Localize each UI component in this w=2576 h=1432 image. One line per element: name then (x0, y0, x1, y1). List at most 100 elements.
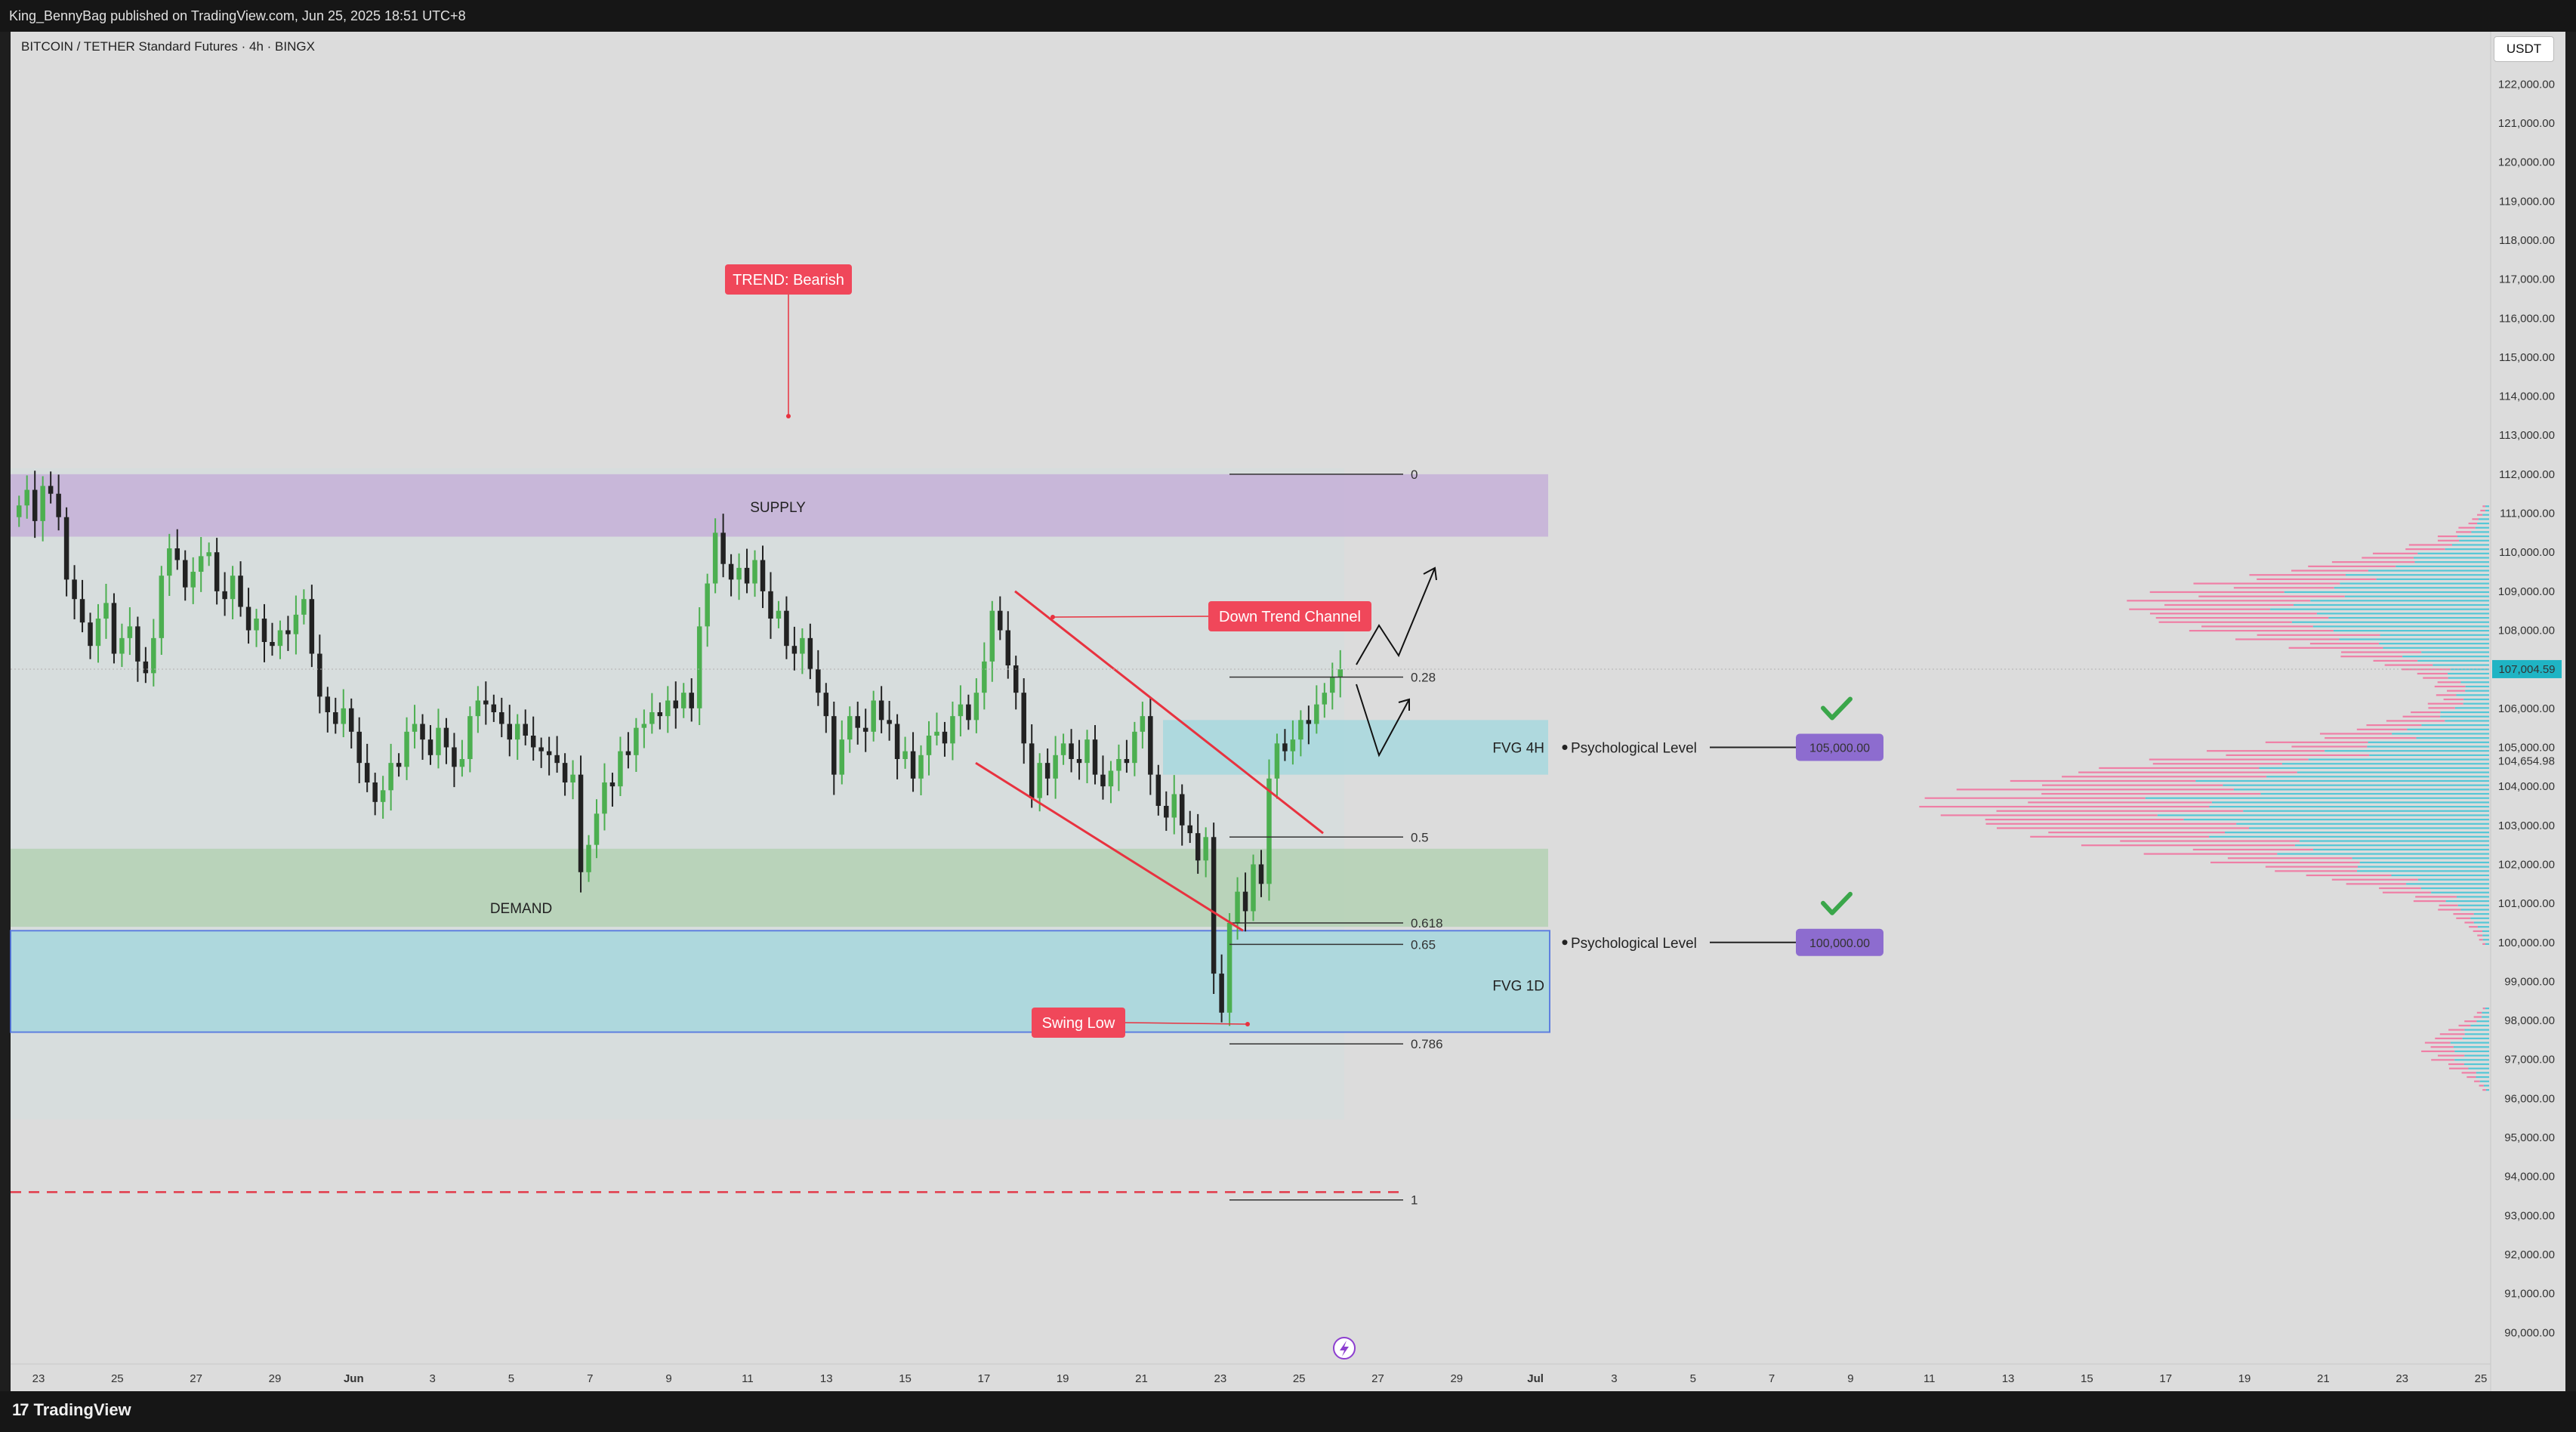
candle (1124, 739, 1130, 773)
candle (720, 514, 726, 578)
candle (198, 537, 204, 592)
y-tick-label: 122,000.00 (2498, 78, 2555, 91)
y-tick-label: 108,000.00 (2498, 625, 2555, 637)
candle (1140, 702, 1146, 749)
y-tick-label: 94,000.00 (2504, 1171, 2555, 1184)
candle (958, 685, 964, 737)
psych-level-label: Psychological Level (1571, 740, 1697, 756)
candle (72, 565, 77, 620)
candle (641, 709, 647, 748)
supply-label: SUPPLY (750, 500, 806, 516)
candle (578, 755, 584, 893)
demand-zone (11, 848, 1548, 927)
y-tick-label: 100,000.00 (2498, 937, 2555, 949)
candle (982, 642, 987, 710)
candle (586, 835, 591, 882)
tradingview-logo-icon: 17 (12, 1400, 29, 1419)
candle (16, 495, 22, 527)
y-tick-label: 92,000.00 (2504, 1248, 2555, 1261)
candle (1108, 761, 1114, 804)
x-tick-label: 15 (2081, 1372, 2093, 1385)
y-tick-label: 113,000.00 (2499, 429, 2555, 442)
tradingview-brand[interactable]: 17 TradingView (12, 1400, 131, 1420)
y-tick-label: 106,000.00 (2498, 702, 2555, 715)
x-tick-label: 5 (508, 1372, 514, 1385)
brand-name: TradingView (33, 1400, 131, 1419)
candle (1171, 775, 1177, 835)
candle (989, 600, 995, 682)
candle (293, 595, 299, 655)
swing-low-badge-text: Swing Low (1042, 1015, 1115, 1032)
candle (1069, 729, 1074, 773)
candle (696, 607, 702, 726)
x-tick-label: 27 (190, 1372, 202, 1385)
y-tick-label: 104,000.00 (2498, 780, 2555, 793)
candle (887, 701, 892, 741)
candle (1100, 755, 1106, 800)
candle (364, 743, 370, 792)
y-tick-label: 96,000.00 (2504, 1092, 2555, 1105)
candle (942, 721, 948, 757)
candle (1219, 954, 1224, 1023)
candle (270, 622, 275, 656)
candle (254, 609, 259, 647)
candle (523, 709, 528, 745)
candle (452, 733, 457, 788)
symbol-title: BITCOIN / TETHER Standard Futures · 4h ·… (21, 39, 315, 54)
candle (111, 593, 117, 664)
psych-level-label: Psychological Level (1571, 936, 1697, 952)
y-tick-label: 103,000.00 (2498, 819, 2555, 832)
candle (238, 561, 243, 617)
x-tick-label: 11 (1924, 1372, 1936, 1385)
candle (1274, 733, 1280, 799)
candle (1314, 685, 1319, 734)
x-tick-label: 13 (820, 1372, 833, 1385)
candle (309, 585, 315, 668)
x-tick-label: 7 (1769, 1372, 1775, 1385)
candle (427, 725, 433, 765)
candle (602, 763, 607, 831)
x-tick-label: 9 (665, 1372, 671, 1385)
price-axis (2491, 32, 2565, 1391)
candle (507, 705, 513, 757)
candle (760, 545, 766, 609)
candle (380, 776, 386, 819)
candle (839, 720, 845, 785)
candle (689, 678, 694, 722)
x-tick-label: Jun (344, 1372, 364, 1385)
x-tick-label: 23 (1214, 1372, 1226, 1385)
candle (1092, 725, 1098, 785)
candle (776, 600, 782, 628)
checkmark-icon (1821, 696, 1853, 721)
channel-badge-tag (1208, 601, 1371, 631)
psych-level-bullet (1562, 744, 1568, 750)
fib-level-label: 0.618 (1411, 916, 1443, 930)
candle (467, 706, 473, 773)
candle (143, 647, 149, 684)
candle (40, 476, 45, 542)
x-tick-label: 7 (587, 1372, 593, 1385)
candle (222, 572, 227, 616)
candle (245, 588, 251, 644)
candle (625, 732, 631, 769)
candle (317, 634, 322, 714)
currency-selector[interactable]: USDT (2494, 36, 2554, 62)
candle (680, 683, 686, 718)
candle (1298, 710, 1303, 757)
fvg-4h-label: FVG 4H (1492, 740, 1544, 756)
candle (499, 697, 504, 738)
fib-level-label: 0.65 (1411, 937, 1436, 952)
x-tick-label: Jul (1527, 1372, 1544, 1385)
candle (1322, 683, 1328, 718)
candle (190, 557, 196, 604)
candle (174, 529, 180, 570)
candle (1242, 872, 1248, 932)
x-tick-label: 25 (2475, 1372, 2488, 1385)
candle (705, 573, 710, 647)
y-tick-label: 116,000.00 (2499, 312, 2555, 325)
fvg-1d-label: FVG 1D (1492, 979, 1544, 995)
y-tick-label: 99,000.00 (2504, 975, 2555, 988)
candle (1211, 822, 1217, 994)
candle (1337, 650, 1344, 698)
